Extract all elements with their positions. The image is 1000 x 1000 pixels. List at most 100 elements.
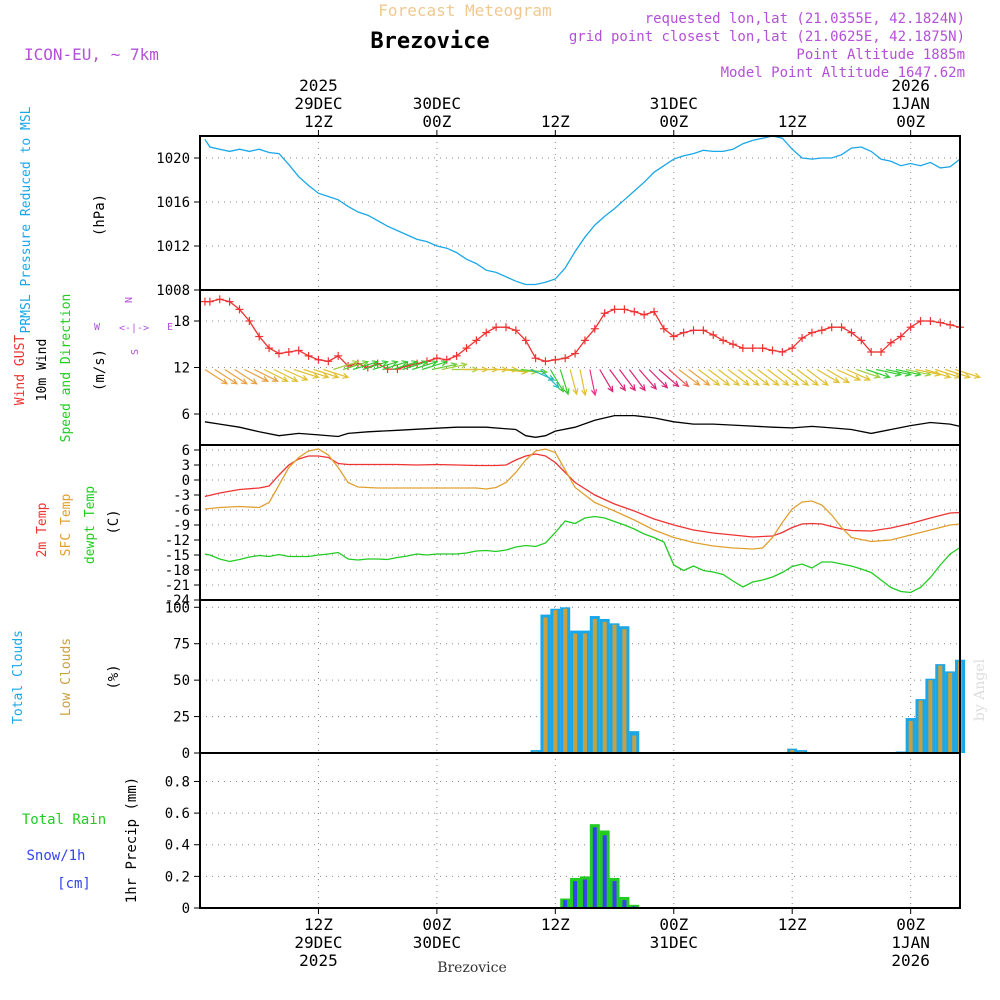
wind-arrow-head [332, 372, 340, 379]
time-label-bottom-hour: 12Z [541, 915, 570, 934]
time-label-top-hour: 00Z [896, 112, 925, 131]
wind-arrow-head [460, 362, 468, 369]
gust-marker [492, 323, 501, 332]
label-10m-wind: 10m Wind [35, 339, 50, 402]
series-prmsl [204, 135, 961, 286]
wind-arrow-shaft [826, 368, 850, 384]
ytick-label: 0 [182, 473, 190, 489]
wind-arrow [945, 368, 972, 379]
label-speed-direction: Speed and Direction [59, 294, 74, 443]
compass-s: S [130, 349, 141, 355]
time-label-top-hour: 12Z [304, 112, 333, 131]
wind-arrow-shaft [244, 368, 269, 382]
gust-marker [738, 344, 747, 353]
wind-arrow-shaft [402, 361, 428, 371]
bar-low-clouds [790, 750, 795, 753]
wind-arrow [412, 360, 439, 371]
wind-arrow [283, 368, 309, 381]
ytick-label: 100 [165, 600, 190, 616]
wind-arrow-shaft [806, 369, 829, 386]
wind-arrow-head [821, 379, 829, 386]
gust-marker [768, 346, 777, 355]
gust-marker [462, 344, 471, 353]
label-cloud-unit: (%) [106, 664, 122, 689]
bar-low-clouds [573, 633, 578, 753]
ytick-label: 12 [173, 361, 190, 377]
wind-arrow [579, 369, 588, 397]
ytick-label: 0 [182, 746, 190, 762]
wind-arrow-head [342, 372, 350, 379]
wind-arrow [786, 369, 810, 386]
gust-marker [758, 344, 767, 353]
wind-arrow-head [873, 372, 882, 379]
wind-arrow-shaft [283, 368, 308, 381]
wind-arrow-shaft [836, 368, 861, 381]
wind-arrow-head [411, 360, 419, 367]
wind-arrow-shaft [333, 361, 359, 371]
station-title: Brezovice [370, 29, 489, 54]
wind-arrow-head [371, 360, 380, 367]
wind-arrow [382, 360, 409, 371]
bar-low-clouds [908, 720, 913, 753]
gust-marker [284, 348, 293, 356]
wind-arrow-shaft [609, 369, 626, 391]
gust-marker [235, 305, 244, 314]
gust-marker [807, 328, 816, 337]
compass-n: N [124, 297, 135, 303]
label-snow-unit: [cm] [57, 876, 91, 892]
ytick-label: -3 [173, 488, 190, 504]
wind-arrow [638, 369, 658, 391]
wind-arrow-head [322, 372, 330, 379]
wind-arrow [866, 368, 891, 379]
wind-arrow [757, 369, 780, 386]
bar-low-clouds [938, 665, 943, 753]
wind-arrow [925, 368, 952, 379]
series-dewpt-temp [204, 515, 961, 594]
wind-arrow-head [629, 384, 636, 392]
wind-arrow [836, 368, 862, 381]
wind-arrow-shaft [421, 361, 447, 371]
credit-watermark: by Angel [972, 658, 988, 721]
wind-arrow-shaft [204, 368, 228, 385]
time-label-top-hour: 12Z [541, 112, 570, 131]
compass-w: W [94, 322, 101, 333]
requested-coords: requested lon,lat (21.0355E, 42.1824N) [645, 11, 965, 27]
wind-arrow-shaft [767, 369, 789, 386]
wind-arrow [530, 368, 556, 381]
label-temp-unit: (C) [106, 509, 122, 534]
panel-wind: 6 12 18 [173, 289, 982, 446]
time-label-bottom-date: 1JAN [891, 933, 930, 952]
wind-arrow [540, 369, 560, 389]
wind-arrow-shaft [846, 368, 871, 381]
wind-arrow-shaft [707, 369, 730, 386]
top-title: Forecast Meteogram [378, 1, 551, 20]
panel-frame [199, 135, 961, 291]
wind-arrow-shaft [905, 368, 931, 376]
model-label: ICON-EU, ~ 7km [24, 45, 159, 64]
wind-arrow-head [250, 378, 258, 385]
bar-snow-1h [622, 900, 627, 908]
wind-arrow [372, 360, 399, 371]
ytick-label: 1020 [156, 151, 190, 167]
wind-arrow-shaft [323, 368, 349, 378]
wind-arrow-head [552, 381, 560, 389]
ytick-label: 6 [182, 443, 190, 459]
wind-arrow-shaft [352, 361, 378, 371]
bar-low-clouds [612, 624, 617, 753]
wind-arrow-shaft [569, 369, 578, 395]
label-sfc-temp: SFC Temp [59, 494, 74, 557]
gust-marker [640, 310, 649, 319]
panel-pressure: 1008 1012 1016 1020 [156, 135, 961, 299]
ytick-label: 6 [182, 407, 190, 423]
gust-marker [936, 318, 945, 327]
wind-arrow-shaft [441, 363, 467, 371]
wind-arrow-shaft [500, 368, 528, 373]
wind-arrow-head [752, 379, 760, 386]
wind-arrow [293, 368, 320, 379]
time-label-top-hour: 12Z [778, 112, 807, 131]
gust-marker [571, 349, 580, 358]
wind-arrow-shaft [885, 368, 911, 376]
time-label-bottom-hour: 00Z [659, 915, 688, 934]
gust-marker [274, 349, 283, 358]
wind-arrow [263, 368, 289, 382]
